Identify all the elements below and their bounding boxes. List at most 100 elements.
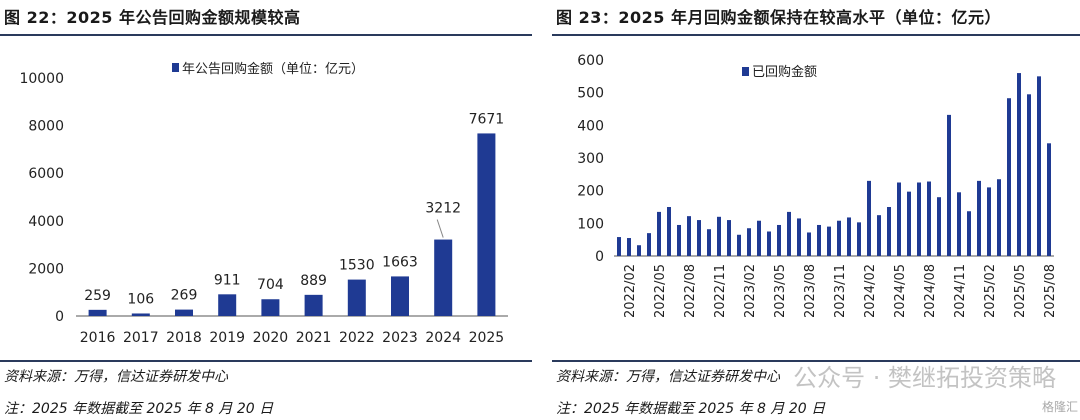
x-tick-label: 2025/08 [1043, 264, 1058, 318]
x-tick-label: 2022/08 [683, 264, 698, 318]
bar [261, 299, 280, 316]
bottom-divider [552, 360, 1080, 362]
data-label: 911 [214, 272, 241, 288]
x-tick-label: 2025/05 [1013, 264, 1028, 318]
y-tick-label: 0 [595, 249, 604, 265]
x-tick-label: 2023/08 [803, 264, 818, 318]
source-note: 资料来源：万得，信达证券研发中心 [4, 369, 228, 385]
bar [175, 309, 193, 316]
x-tick-label: 2022/05 [653, 264, 668, 318]
y-tick-label: 2000 [28, 261, 64, 277]
bar [987, 187, 991, 256]
x-tick-label: 2019 [209, 330, 245, 346]
x-tick-label: 2016 [80, 330, 116, 346]
bar [947, 114, 951, 256]
bar [937, 197, 941, 256]
bar [877, 215, 881, 256]
bar [1047, 143, 1051, 256]
bar [747, 228, 751, 256]
chart-panel-buyback-annual: 图 22：2025 年公告回购金额规模较高 0 2000 4000 6000 8000 1… [0, 0, 532, 420]
bar [887, 207, 891, 256]
bar [777, 224, 781, 256]
bar [434, 239, 453, 316]
bar [131, 313, 150, 316]
bar [657, 211, 661, 256]
data-label: 1663 [382, 254, 418, 270]
bar [967, 211, 971, 256]
bar [1007, 98, 1011, 256]
bar [727, 220, 731, 256]
x-tick-label: 2022/02 [623, 264, 638, 318]
x-tick-label: 2022 [339, 330, 375, 346]
bar [1017, 73, 1021, 256]
date-note: 注：2025 年数据截至 2025 年 8 月 20 日 [4, 401, 274, 417]
bottom-divider [0, 360, 532, 362]
bar [907, 191, 911, 256]
x-tick-label: 2020 [253, 330, 289, 346]
x-tick-label: 2021 [296, 330, 332, 346]
legend-swatch [742, 67, 749, 76]
top-divider [552, 34, 1080, 36]
x-tick-label: 2023/02 [743, 264, 758, 318]
x-tick-label: 2023/11 [833, 264, 848, 318]
watermark-text: 公众号 · 樊继拓投资策略 [793, 364, 1056, 392]
bar [617, 237, 621, 256]
bar [717, 216, 721, 256]
data-label: 106 [127, 291, 154, 307]
bar [667, 207, 671, 256]
leader-line [436, 219, 444, 238]
bar [807, 232, 811, 256]
bar [797, 218, 801, 256]
x-tick-label: 2023/05 [773, 264, 788, 318]
x-tick-label: 2023 [382, 330, 418, 346]
bar [867, 180, 871, 256]
data-label: 269 [171, 288, 198, 304]
x-tick-label: 2017 [123, 330, 159, 346]
x-tick-label: 2025 [469, 330, 505, 346]
y-tick-label: 8000 [28, 119, 64, 135]
x-tick-label: 2024/02 [863, 264, 878, 318]
annual-buyback-chart: 0 2000 4000 6000 8000 10000 2016 259 2017 106 2018… [19, 61, 508, 346]
bar [857, 222, 861, 256]
data-label: 704 [257, 277, 284, 293]
bar [997, 179, 1001, 256]
bar [837, 220, 841, 256]
x-tick-label: 2024 [425, 330, 461, 346]
data-label: 1530 [339, 258, 375, 274]
y-tick-label: 0 [55, 309, 64, 325]
chart-title: 图 23：2025 年月回购金额保持在较高水平（单位：亿元） [556, 8, 1001, 27]
y-tick-label: 500 [577, 86, 604, 102]
legend-label: 已回购金额 [752, 64, 817, 80]
bar [787, 211, 791, 256]
data-label: 7671 [469, 111, 505, 127]
bar [957, 192, 961, 256]
bar [1037, 76, 1041, 256]
bar [707, 229, 711, 256]
legend-swatch [172, 63, 179, 72]
bar [767, 231, 771, 256]
bar [917, 182, 921, 256]
corner-watermark: 格隆汇 [1041, 400, 1078, 414]
bar [817, 224, 821, 256]
chart-panel-buyback-monthly: 图 23：2025 年月回购金额保持在较高水平（单位：亿元） 0 100 200 30… [552, 0, 1080, 420]
bar [627, 238, 631, 256]
date-note: 注：2025 年数据截至 2025 年 8 月 20 日 [556, 401, 826, 417]
x-tick-label: 2022/11 [713, 264, 728, 318]
x-tick-label: 2025/02 [983, 264, 998, 318]
bar [847, 217, 851, 256]
bar [757, 220, 761, 256]
y-tick-label: 6000 [28, 166, 64, 182]
bar [637, 245, 641, 256]
bar [977, 180, 981, 256]
source-note: 资料来源：万得，信达证券研发中心 [556, 369, 780, 385]
y-tick-label: 300 [577, 151, 604, 167]
y-tick-label: 100 [577, 216, 604, 232]
x-tick-label: 2024/11 [953, 264, 968, 318]
bar [477, 133, 496, 316]
bar [347, 279, 366, 316]
bar [687, 216, 691, 256]
x-tick-label: 2024/05 [893, 264, 908, 318]
bar [218, 294, 237, 316]
bar [88, 309, 107, 316]
y-tick-label: 4000 [28, 214, 64, 230]
